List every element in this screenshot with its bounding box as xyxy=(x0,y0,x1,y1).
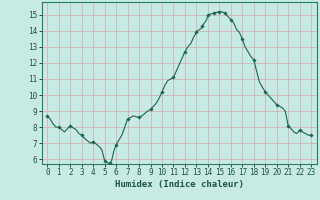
X-axis label: Humidex (Indice chaleur): Humidex (Indice chaleur) xyxy=(115,180,244,189)
